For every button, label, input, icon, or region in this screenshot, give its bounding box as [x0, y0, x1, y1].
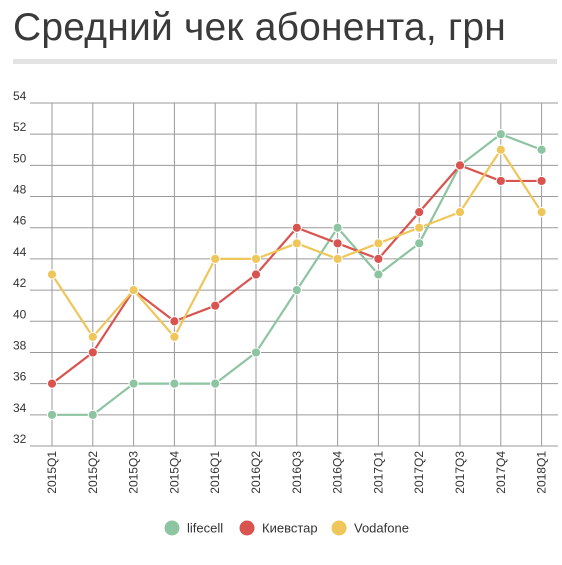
y-tick-label: 48 — [13, 183, 27, 197]
data-point — [414, 222, 425, 233]
y-tick-label: 42 — [13, 276, 27, 290]
data-point — [291, 222, 302, 233]
x-tick-label: 2015Q2 — [86, 451, 100, 494]
data-point — [414, 238, 425, 249]
legend-marker — [239, 520, 255, 536]
y-tick-label: 32 — [13, 432, 27, 446]
data-point — [373, 238, 384, 249]
x-tick-label: 2016Q3 — [290, 451, 304, 494]
y-tick-label: 46 — [13, 214, 27, 228]
data-point — [210, 378, 221, 389]
y-tick-label: 54 — [13, 89, 27, 103]
data-point — [332, 222, 343, 233]
data-point — [250, 253, 262, 265]
data-point — [250, 347, 262, 358]
data-point — [291, 238, 302, 249]
data-point — [332, 253, 343, 265]
data-point — [46, 409, 58, 420]
legend-label: Vodafone — [354, 521, 409, 536]
y-tick-label: 40 — [13, 307, 27, 321]
legend-marker — [164, 520, 180, 536]
x-tick-label: 2017Q4 — [494, 451, 508, 494]
title-divider — [13, 59, 557, 64]
data-point — [87, 347, 98, 358]
chart-title: Средний чек абонента, грн — [13, 6, 507, 49]
x-tick-label: 2016Q1 — [208, 451, 222, 494]
data-point — [495, 144, 506, 155]
x-tick-label: 2018Q1 — [535, 451, 549, 494]
data-point — [454, 207, 466, 218]
data-point — [87, 409, 98, 420]
x-tick-label: 2015Q3 — [127, 451, 141, 494]
x-tick-label: 2017Q2 — [412, 451, 426, 494]
data-point — [536, 144, 547, 155]
data-point — [250, 269, 262, 280]
data-point — [210, 300, 221, 311]
legend-label: lifecell — [187, 521, 223, 536]
y-tick-label: 38 — [13, 338, 27, 352]
data-point — [495, 129, 506, 140]
data-point — [495, 175, 506, 187]
y-tick-label: 34 — [13, 401, 27, 415]
x-tick-label: 2016Q2 — [249, 451, 263, 494]
data-point — [169, 331, 180, 342]
data-point — [373, 253, 384, 265]
y-tick-label: 36 — [13, 370, 27, 384]
data-point — [210, 253, 221, 265]
data-point — [454, 160, 466, 171]
data-point — [291, 284, 302, 296]
data-point — [128, 284, 139, 296]
x-tick-label: 2017Q1 — [371, 451, 385, 494]
data-point — [87, 331, 98, 342]
x-tick-label: 2017Q3 — [453, 451, 467, 494]
data-point — [46, 378, 58, 389]
x-tick-label: 2015Q1 — [45, 451, 59, 494]
legend-label: Киевстар — [262, 521, 318, 536]
x-tick-label: 2016Q4 — [331, 451, 345, 494]
data-point — [46, 269, 58, 280]
legend-marker — [331, 520, 347, 536]
data-point — [536, 175, 547, 187]
data-point — [414, 207, 425, 218]
data-point — [169, 316, 180, 327]
y-tick-label: 50 — [13, 151, 27, 165]
x-tick-label: 2015Q4 — [167, 451, 181, 494]
y-tick-label: 44 — [13, 245, 27, 259]
data-point — [128, 378, 139, 389]
data-point — [536, 207, 547, 218]
data-point — [332, 238, 343, 249]
data-point — [169, 378, 180, 389]
y-tick-label: 52 — [13, 120, 27, 134]
data-point — [373, 269, 384, 280]
